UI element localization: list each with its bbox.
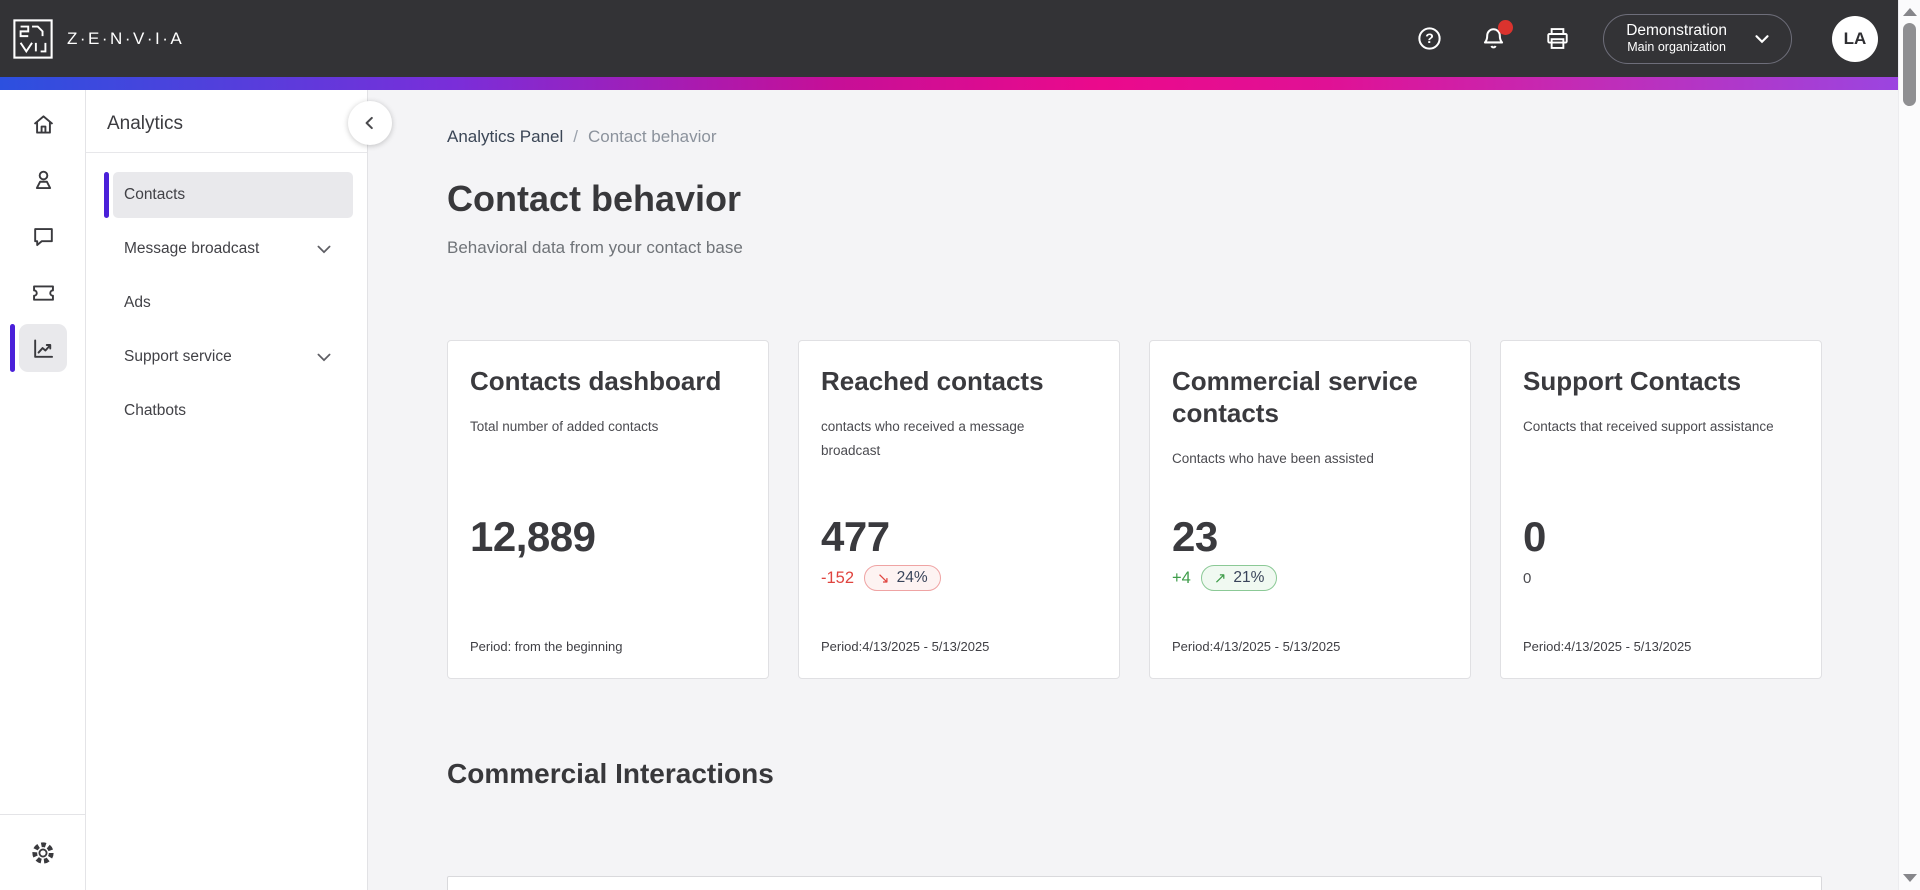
scrollbar-down-arrow[interactable]	[1903, 874, 1917, 882]
person-icon	[19, 156, 67, 204]
sidebar-collapse-button[interactable]	[348, 101, 392, 145]
card-period: Period:4/13/2025 - 5/13/2025	[1172, 639, 1341, 654]
card-period: Period:4/13/2025 - 5/13/2025	[1523, 639, 1692, 654]
analytics-sidebar: Analytics Contacts Message broadcast Ads…	[86, 90, 368, 890]
card-delta-row: -152 ↘ 24%	[821, 565, 941, 591]
chat-bubble-icon	[19, 212, 67, 260]
rail-item-settings[interactable]	[0, 829, 85, 877]
printer-icon	[1544, 25, 1571, 52]
brand-gradient-bar	[0, 77, 1898, 90]
home-icon	[19, 100, 67, 148]
gear-icon	[19, 829, 67, 877]
sidebar-item-label: Ads	[124, 294, 151, 311]
print-button[interactable]	[1543, 25, 1571, 53]
card-description: Total number of added contacts	[470, 419, 659, 434]
avatar[interactable]: LA	[1832, 15, 1878, 62]
rail-item-analytics[interactable]	[0, 320, 86, 376]
delta-value: 0	[1523, 569, 1532, 587]
rail-item-home[interactable]	[0, 96, 86, 152]
divider	[86, 152, 367, 153]
card-value: 0	[1523, 513, 1546, 560]
sidebar-item-ads[interactable]: Ads	[113, 280, 353, 326]
trend-percent: 24%	[896, 569, 928, 586]
card-value: 477	[821, 513, 890, 560]
card-description: Contacts that received support assistanc…	[1523, 419, 1774, 434]
card-contacts-dashboard: Contacts dashboard Total number of added…	[447, 340, 769, 679]
card-delta-row: +4 ↗ 21%	[1172, 565, 1278, 591]
ticket-icon	[19, 268, 67, 316]
card-commercial-service-contacts: Commercial service contacts Contacts who…	[1149, 340, 1471, 679]
sidebar-item-contacts[interactable]: Contacts	[104, 172, 353, 218]
card-period: Period:4/13/2025 - 5/13/2025	[821, 639, 990, 654]
sidebar-item-label: Support service	[124, 348, 232, 365]
trend-up-arrow-icon: ↗	[1213, 570, 1227, 587]
main-content: Analytics Panel / Contact behavior Conta…	[369, 90, 1898, 890]
chevron-down-icon	[315, 240, 333, 258]
notification-badge-dot	[1498, 19, 1514, 35]
commercial-interactions-panel	[447, 876, 1822, 890]
notifications-button[interactable]	[1479, 19, 1514, 53]
svg-text:?: ?	[1425, 30, 1434, 46]
sidebar-item-label: Chatbots	[124, 402, 187, 419]
card-value: 23	[1172, 513, 1218, 560]
card-title: Support Contacts	[1523, 366, 1742, 396]
card-description: Contacts who have been assisted	[1172, 451, 1374, 466]
icon-rail	[0, 90, 86, 890]
scrollbar-up-arrow[interactable]	[1903, 8, 1917, 16]
section-title-commercial-interactions: Commercial Interactions	[447, 758, 774, 789]
sidebar-item-support-service[interactable]: Support service	[113, 334, 353, 380]
chevron-down-icon	[315, 348, 333, 366]
trend-percent: 21%	[1233, 569, 1265, 586]
card-delta-row: 0	[1523, 565, 1531, 591]
zenvia-logo-icon	[12, 18, 54, 60]
page-scrollbar[interactable]	[1898, 0, 1920, 890]
line-chart-icon	[19, 324, 67, 372]
chevron-down-icon	[1751, 28, 1773, 50]
bell-icon	[1480, 25, 1507, 52]
sidebar-title: Analytics	[107, 113, 184, 134]
delta-value: -152	[821, 568, 855, 587]
card-period: Period: from the beginning	[470, 639, 623, 654]
breadcrumb-analytics-panel[interactable]: Analytics Panel	[447, 127, 564, 146]
page-subtitle: Behavioral data from your contact base	[447, 238, 743, 257]
sidebar-item-message-broadcast[interactable]: Message broadcast	[113, 226, 353, 272]
trend-badge: ↗ 21%	[1200, 565, 1278, 591]
chevron-left-icon	[361, 114, 379, 132]
card-title: Commercial service contacts	[1172, 366, 1418, 428]
page-title: Contact behavior	[447, 178, 742, 219]
rail-item-contacts[interactable]	[0, 152, 86, 208]
rail-item-conversations[interactable]	[0, 208, 86, 264]
brand-text: Z·E·N·V·I·A	[67, 28, 185, 48]
trend-down-arrow-icon: ↘	[877, 570, 890, 587]
trend-badge: ↘ 24%	[864, 565, 941, 591]
organization-subtitle: Main organization	[1627, 40, 1726, 55]
scrollbar-thumb[interactable]	[1903, 23, 1916, 106]
card-support-contacts: Support Contacts Contacts that received …	[1500, 340, 1822, 679]
organization-switcher[interactable]: Demonstration Main organization	[1603, 13, 1792, 64]
rail-item-tickets[interactable]	[0, 264, 86, 320]
card-description: contacts who received a message broadcas…	[821, 419, 1025, 458]
card-title: Reached contacts	[821, 366, 1044, 396]
breadcrumb-separator: /	[573, 127, 578, 146]
sidebar-item-label: Contacts	[124, 186, 186, 203]
stat-cards-row: Contacts dashboard Total number of added…	[447, 340, 1898, 679]
sidebar-item-label: Message broadcast	[124, 240, 260, 257]
card-title: Contacts dashboard	[470, 366, 722, 396]
help-button[interactable]: ?	[1415, 25, 1443, 53]
card-value: 12,889	[470, 513, 596, 560]
topbar: Z·E·N·V·I·A ?	[0, 0, 1898, 77]
card-reached-contacts: Reached contacts contacts who received a…	[798, 340, 1120, 679]
sidebar-item-chatbots[interactable]: Chatbots	[113, 388, 353, 434]
zenvia-logo: Z·E·N·V·I·A	[12, 18, 184, 60]
help-icon: ?	[1416, 25, 1443, 52]
breadcrumb: Analytics Panel / Contact behavior	[447, 127, 1898, 147]
breadcrumb-current: Contact behavior	[587, 127, 717, 146]
delta-value: +4	[1172, 568, 1191, 587]
organization-name: Demonstration	[1626, 22, 1727, 39]
